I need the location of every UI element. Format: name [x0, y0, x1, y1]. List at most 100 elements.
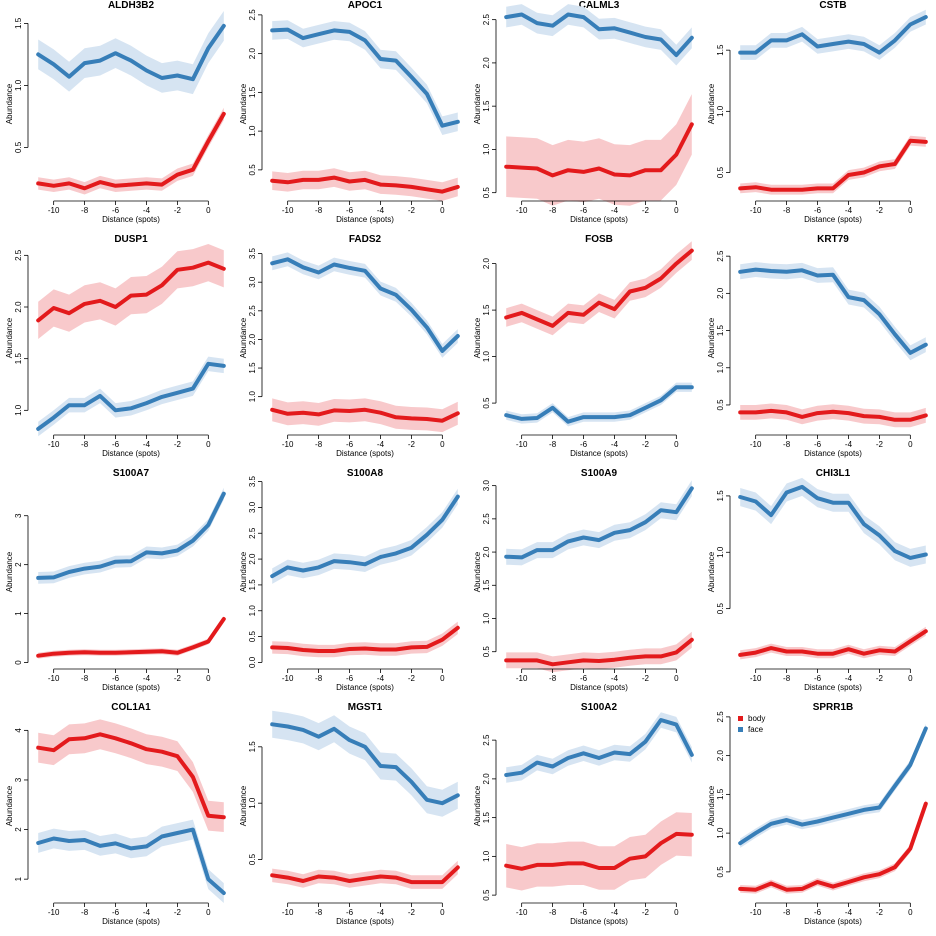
- x-tick-label: -4: [611, 674, 619, 683]
- y-tick-label: 1.0: [716, 362, 725, 374]
- panel-title: KRT79: [817, 234, 849, 245]
- body-line: [270, 625, 460, 653]
- x-tick-label: 0: [206, 440, 211, 449]
- x-tick-label: -8: [549, 908, 557, 917]
- panel-apoc1: APOC1 -10 -8 -6 -4 -2 0 Distance (spots) 0.5 1.0 1…: [239, 0, 460, 224]
- panel-fads2: FADS2 -10 -8 -6 -4 -2 0 Distance (spots) 1.0 1.5 2…: [239, 234, 460, 458]
- body-line: [504, 248, 694, 328]
- panel-title: CALML3: [579, 0, 620, 11]
- panel-s100a2: S100A2 -10 -8 -6 -4 -2 0 Distance (spots) 0.5 1.0…: [473, 702, 694, 926]
- y-tick-label: 1.5: [482, 100, 491, 112]
- y-tick-label: 3.5: [248, 247, 257, 259]
- y-tick-label: 0.5: [716, 166, 725, 178]
- y-axis-title: Abundance: [239, 785, 248, 826]
- y-tick-label: 2.5: [716, 711, 725, 723]
- x-tick-label: -8: [783, 674, 791, 683]
- y-tick-label: 2.5: [716, 250, 725, 262]
- panel-col1a1: COL1A1 -10 -8 -6 -4 -2 0 Distance (spots) 1 2 3 4 Ab…: [5, 702, 226, 926]
- x-tick-label: 0: [440, 674, 445, 683]
- y-tick-label: 1.5: [248, 362, 257, 374]
- x-tick-label: 0: [674, 206, 679, 215]
- x-tick-label: -10: [48, 440, 60, 449]
- y-axis-title: Abundance: [473, 83, 482, 124]
- x-tick-label: 0: [674, 440, 679, 449]
- y-tick-label: 0.5: [716, 866, 725, 878]
- x-tick-label: -2: [174, 908, 182, 917]
- body-confidence-band: [272, 621, 458, 658]
- body-line: [738, 629, 928, 657]
- body-line: [270, 175, 460, 194]
- y-tick-label: 1.5: [248, 741, 257, 753]
- legend-label-body: body: [748, 714, 765, 723]
- y-tick-label: 1.0: [482, 143, 491, 155]
- body-line: [270, 407, 460, 423]
- x-tick-label: -8: [549, 206, 557, 215]
- y-tick-label: 2.0: [482, 257, 491, 269]
- x-axis-title: Distance (spots): [804, 917, 862, 926]
- body-line: [504, 831, 694, 871]
- x-tick-label: 0: [908, 908, 913, 917]
- y-tick-label: 0.5: [248, 853, 257, 865]
- y-axis-title: Abundance: [707, 785, 716, 826]
- body-line: [738, 801, 928, 892]
- y-tick-label: 1: [14, 611, 23, 616]
- y-tick-label: 2: [14, 562, 23, 567]
- y-tick-label: 2.5: [248, 305, 257, 317]
- y-tick-label: 1.0: [248, 391, 257, 403]
- y-tick-label: 2.5: [482, 14, 491, 26]
- x-tick-label: -4: [845, 440, 853, 449]
- x-tick-label: -4: [143, 206, 151, 215]
- y-tick-label: 3: [14, 777, 23, 782]
- x-tick-label: -6: [112, 908, 120, 917]
- x-tick-label: -2: [174, 674, 182, 683]
- face-line: [36, 23, 226, 82]
- y-tick-label: 3.0: [248, 276, 257, 288]
- x-tick-label: -4: [143, 674, 151, 683]
- y-axis-title: Abundance: [239, 551, 248, 592]
- face-line: [738, 267, 928, 355]
- x-tick-label: -8: [81, 908, 89, 917]
- y-axis-title: Abundance: [707, 317, 716, 358]
- y-tick-label: 0.5: [482, 397, 491, 409]
- x-tick-label: -10: [282, 674, 294, 683]
- x-tick-label: -2: [408, 206, 416, 215]
- x-tick-label: -8: [783, 206, 791, 215]
- y-tick-label: 0.5: [248, 164, 257, 176]
- x-tick-label: -8: [315, 674, 323, 683]
- y-tick-label: 0.5: [482, 889, 491, 901]
- panel-title: S100A2: [581, 702, 618, 713]
- body-confidence-band: [506, 94, 692, 206]
- legend-swatch-body: [738, 716, 743, 721]
- x-tick-label: 0: [206, 674, 211, 683]
- x-tick-label: -10: [516, 908, 528, 917]
- x-tick-label: -10: [516, 440, 528, 449]
- body-confidence-band: [272, 398, 458, 433]
- face-line: [36, 361, 226, 431]
- x-tick-label: -6: [580, 206, 588, 215]
- face-confidence-band: [272, 488, 458, 584]
- body-confidence-band: [38, 244, 224, 339]
- panel-title: S100A8: [347, 468, 384, 479]
- x-tick-label: -2: [876, 206, 884, 215]
- y-tick-label: 1.5: [482, 579, 491, 591]
- body-line: [504, 637, 694, 667]
- y-axis-title: Abundance: [5, 83, 14, 124]
- panel-dusp1: DUSP1 -10 -8 -6 -4 -2 0 Distance (spots) 1.0 1.5 2…: [5, 234, 226, 458]
- x-tick-label: -8: [81, 440, 89, 449]
- y-tick-label: 1: [14, 876, 23, 881]
- y-tick-label: 2.5: [482, 734, 491, 746]
- y-tick-label: 1.0: [482, 612, 491, 624]
- body-confidence-band: [272, 168, 458, 201]
- y-tick-label: 1.5: [482, 304, 491, 316]
- y-tick-label: 0.5: [716, 399, 725, 411]
- x-tick-label: -6: [112, 440, 120, 449]
- panel-chi3l1: CHI3L1 -10 -8 -6 -4 -2 0 Distance (spots) 0.5 1.0…: [707, 468, 928, 692]
- body-line: [36, 617, 226, 658]
- x-tick-label: -10: [48, 908, 60, 917]
- y-tick-label: 1.5: [482, 812, 491, 824]
- panel-title: DUSP1: [114, 234, 148, 245]
- x-tick-label: -6: [814, 908, 822, 917]
- x-tick-label: -8: [81, 674, 89, 683]
- x-tick-label: -8: [315, 206, 323, 215]
